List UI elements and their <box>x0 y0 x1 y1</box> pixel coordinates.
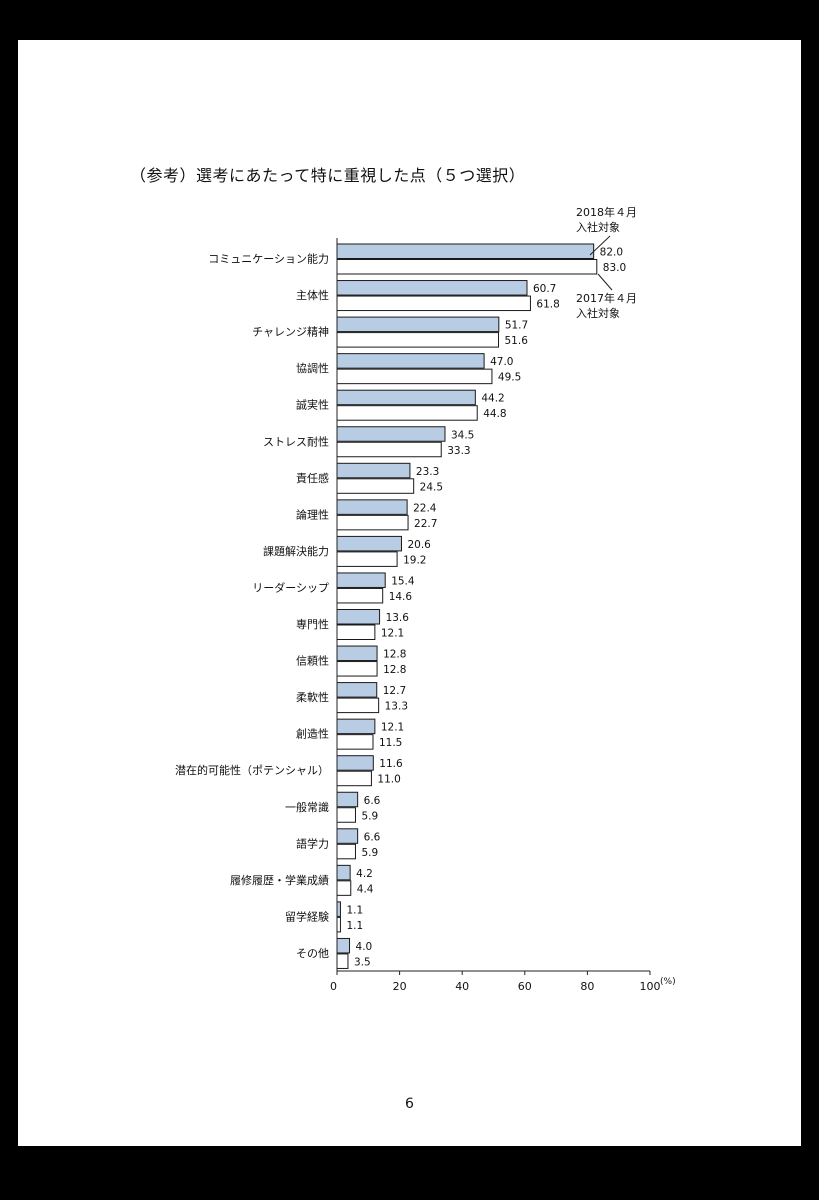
page-number: 6 <box>405 1096 414 1112</box>
report-page: （参考）選考にあたって特に重視した点（５つ選択） 6 <box>18 40 801 1146</box>
chart-title: （参考）選考にあたって特に重視した点（５つ選択） <box>130 166 526 185</box>
